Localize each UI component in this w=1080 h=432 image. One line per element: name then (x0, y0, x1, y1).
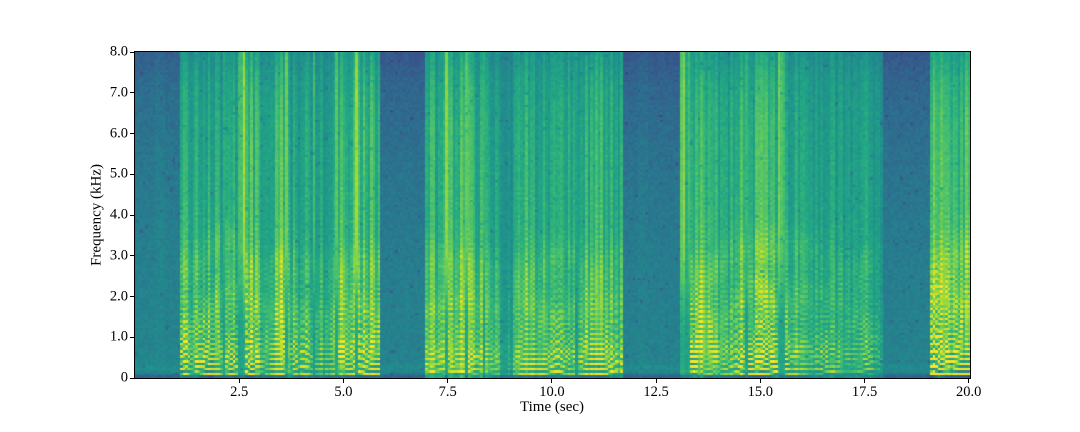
x-tick-mark (447, 379, 449, 383)
x-tick-label: 15.0 (747, 384, 773, 400)
y-tick-mark (130, 377, 134, 379)
x-tick-mark (864, 379, 865, 383)
y-tick-label: 3.0 (109, 247, 128, 264)
x-tick-mark (551, 379, 553, 383)
plot-area (134, 51, 971, 379)
y-tick-mark (130, 336, 134, 338)
y-tick-mark (130, 133, 134, 134)
y-tick-mark (130, 214, 134, 216)
y-tick-label: 0 (120, 369, 128, 386)
x-tick-mark (968, 379, 970, 383)
x-tick-mark (759, 379, 761, 383)
y-tick-label: 6.0 (109, 125, 128, 141)
x-tick-mark (655, 379, 657, 383)
y-tick-mark (130, 51, 134, 53)
x-tick-label: 20.0 (956, 384, 982, 400)
y-tick-mark (130, 173, 134, 175)
x-tick-label: 7.5 (438, 384, 457, 400)
spectrogram-image (135, 52, 970, 378)
y-tick-mark (130, 255, 134, 257)
x-axis-label: Time (sec) (519, 399, 585, 415)
x-tick-mark (238, 379, 240, 383)
x-tick-label: 12.5 (643, 384, 669, 400)
y-tick-label: 7.0 (109, 84, 128, 101)
x-tick-label: 10.0 (539, 384, 565, 400)
y-tick-label: 1.0 (109, 328, 128, 345)
x-tick-label: 5.0 (334, 384, 353, 400)
y-tick-label: 5.0 (109, 165, 128, 182)
x-tick-label: 2.5 (230, 384, 249, 400)
y-tick-label: 8.0 (109, 43, 128, 60)
x-tick-mark (342, 379, 344, 383)
y-tick-label: 4.0 (109, 206, 128, 223)
y-axis-label: Frequency (kHz) (88, 163, 105, 267)
y-tick-mark (130, 92, 134, 94)
y-tick-label: 2.0 (109, 288, 128, 304)
y-tick-mark (130, 296, 134, 297)
x-tick-label: 17.5 (851, 384, 878, 400)
